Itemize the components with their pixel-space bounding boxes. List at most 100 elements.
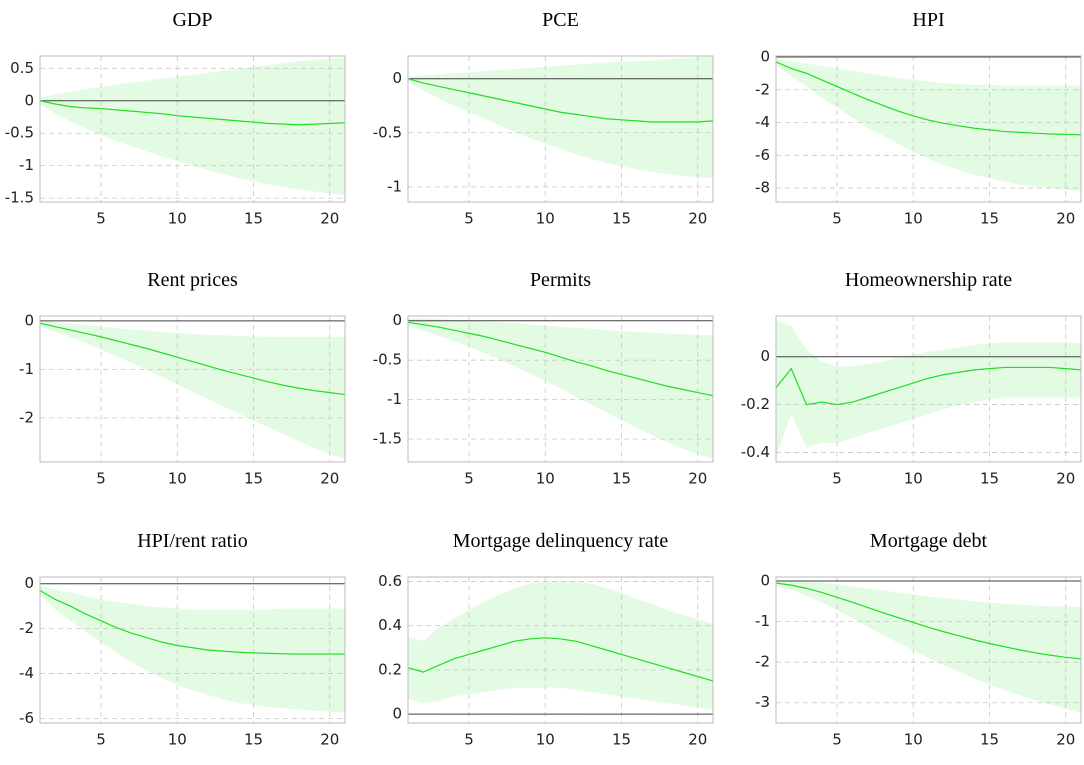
y-tick-label: -1.5 [373,430,402,448]
y-tick-label: 0 [392,705,402,723]
response-line [39,100,346,126]
y-tick-label: 0 [392,311,402,329]
x-tick-label: 20 [1056,731,1075,749]
x-tick-label: 10 [904,470,923,488]
x-tick-label: 20 [320,731,339,749]
confidence-band [40,57,345,195]
y-tick-label: 0 [24,91,34,109]
confidence-band [776,320,1081,458]
x-tick-label: 15 [980,731,999,749]
y-tick-label: 0 [760,347,770,365]
plot-frame [775,315,1082,463]
plot-frame [407,55,714,203]
y-tick-label: -6 [19,709,34,727]
response-line [39,589,345,655]
y-tick-label: -1 [387,177,402,195]
plot-frame [39,315,346,463]
plot-frame [407,315,714,463]
chart-title: Permits [530,269,591,291]
y-tick-label: -2 [19,408,34,426]
y-tick-label: 0 [760,572,770,590]
y-tick-label: -0.5 [373,351,402,369]
response-line [407,321,714,397]
response-line [775,61,1082,136]
confidence-band [408,581,713,710]
y-tick-label: -3 [755,693,770,711]
y-tick-label: -2 [755,80,770,98]
plot-frame [39,55,346,203]
y-tick-label: 0.5 [10,59,34,77]
x-tick-label: 5 [96,731,106,749]
chart-title: Mortgage delinquency rate [453,530,669,552]
x-tick-label: 5 [832,731,842,749]
x-tick-label: 10 [168,470,187,488]
x-tick-label: 15 [612,210,631,228]
chart-title: HPI/rent ratio [137,530,248,552]
confidence-band [408,57,713,179]
x-tick-label: 10 [536,210,555,228]
plot-frame [39,576,346,724]
x-tick-label: 5 [832,210,842,228]
y-tick-label: -8 [755,179,770,197]
y-tick-label: 0 [24,574,34,592]
confidence-band [40,585,345,713]
y-tick-label: -6 [755,146,770,164]
y-tick-label: -4 [755,113,770,131]
response-line [39,322,346,396]
plot-frame [775,55,1082,203]
y-tick-label: -0.5 [373,123,402,141]
x-tick-label: 20 [320,470,339,488]
x-tick-label: 10 [536,731,555,749]
x-tick-label: 5 [832,470,842,488]
y-tick-label: -1 [387,390,402,408]
x-tick-label: 10 [536,470,555,488]
x-tick-label: 15 [244,210,263,228]
confidence-band [40,320,345,460]
y-tick-label: 0 [392,69,402,87]
x-tick-label: 15 [612,470,631,488]
chart-title: HPI [912,9,944,31]
chart-title: Homeownership rate [845,269,1012,291]
y-tick-label: -0.2 [741,395,770,413]
y-tick-label: -2 [755,653,770,671]
response-line [407,78,714,123]
x-tick-label: 20 [688,470,707,488]
chart-title: Mortgage debt [870,530,988,552]
y-tick-label: 0.2 [378,660,402,678]
response-line [775,366,1082,406]
chart-title: GDP [172,9,212,31]
x-tick-label: 20 [688,210,707,228]
y-tick-label: -1 [19,156,34,174]
x-tick-label: 15 [244,731,263,749]
x-tick-label: 15 [612,731,631,749]
x-tick-label: 20 [1056,210,1075,228]
y-tick-label: 0.4 [378,616,402,634]
x-tick-label: 15 [980,470,999,488]
y-tick-label: -0.4 [741,443,770,461]
x-tick-label: 5 [464,210,474,228]
x-tick-label: 20 [320,210,339,228]
x-tick-label: 15 [244,470,263,488]
x-tick-label: 10 [168,731,187,749]
response-line [775,582,1082,660]
plot-frame [775,576,1082,724]
y-tick-label: -2 [19,619,34,637]
y-tick-label: 0 [760,47,770,65]
plot-frame [407,576,714,724]
y-tick-label: -1 [19,360,34,378]
y-tick-label: 0.6 [378,572,402,590]
response-line [407,637,714,682]
x-tick-label: 10 [904,731,923,749]
x-tick-label: 5 [96,210,106,228]
x-tick-label: 10 [904,210,923,228]
x-tick-label: 5 [96,470,106,488]
x-tick-label: 20 [688,731,707,749]
y-tick-label: -4 [19,664,34,682]
x-tick-label: 5 [464,470,474,488]
confidence-band [776,58,1081,192]
confidence-band [408,318,713,459]
y-tick-label: -1.5 [5,189,34,207]
chart-title: Rent prices [147,269,238,291]
x-tick-label: 10 [168,210,187,228]
